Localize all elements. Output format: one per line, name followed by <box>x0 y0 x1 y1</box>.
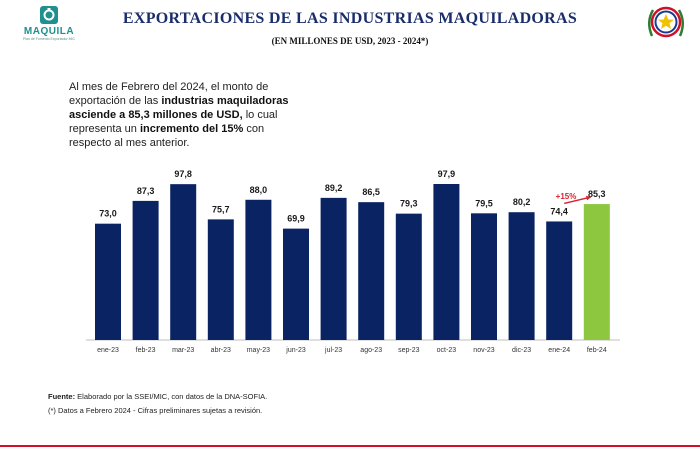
data-label-oct-23: 97,9 <box>438 169 456 179</box>
x-tick-abr-23: abr-23 <box>211 347 231 354</box>
x-tick-feb-24: feb-24 <box>587 347 607 354</box>
notes: Fuente: Elaborado por la SSEI/MIC, con d… <box>48 390 267 418</box>
bar-dic-23 <box>508 212 535 340</box>
x-tick-jun-23: jun-23 <box>285 347 306 354</box>
page-title: EXPORTACIONES DE LAS INDUSTRIAS MAQUILAD… <box>122 10 578 27</box>
bar-ago-23 <box>358 202 385 340</box>
data-label-dic-23: 80,2 <box>513 197 531 207</box>
increase-arrowhead <box>585 195 591 201</box>
summary-text: Al mes de Febrero del 2024, el monto de … <box>69 80 309 150</box>
x-tick-oct-23: oct-23 <box>437 347 457 354</box>
maquila-logo: MAQUILA Plan de Fomento Exportador MIC <box>14 5 84 41</box>
increase-arrow <box>564 196 591 205</box>
summary-bold-1: industrias maquiladoras asciende a 85,3 … <box>69 95 289 121</box>
x-tick-ene-23: ene-23 <box>97 347 119 354</box>
source-text: Elaborado por la SSEI/MIC, con datos de … <box>75 392 268 401</box>
data-label-abr-23: 75,7 <box>212 204 230 214</box>
data-label-ago-23: 86,5 <box>362 187 380 197</box>
bar-ene-24 <box>546 221 573 340</box>
data-label-ene-24: 74,4 <box>550 206 568 216</box>
x-tick-ene-24: ene-24 <box>548 347 570 354</box>
summary-part-2: lo cual representa un <box>69 109 278 135</box>
bar-may-23 <box>245 199 272 340</box>
data-label-may-23: 88,0 <box>250 185 268 195</box>
source-note: Fuente: Elaborado por la SSEI/MIC, con d… <box>48 390 267 404</box>
bar-nov-23 <box>471 213 497 340</box>
x-tick-nov-23: nov-23 <box>473 347 495 354</box>
bar-feb-24 <box>583 204 610 340</box>
x-tick-jul-23: jul-23 <box>324 347 342 354</box>
data-label-feb-23: 87,3 <box>137 186 155 196</box>
source-label: Fuente: <box>48 392 76 401</box>
summary-bold-2: incremento del 15% <box>139 123 244 135</box>
increase-annotation: +15% <box>556 192 577 201</box>
summary-part-3: con respecto al mes anterior. <box>69 123 265 149</box>
x-tick-ago-23: ago-23 <box>360 347 382 354</box>
bar-jul-23 <box>320 197 347 340</box>
x-tick-sep-23: sep-23 <box>398 347 420 354</box>
x-tick-may-23: may-23 <box>247 347 270 354</box>
logo-text: MAQUILA <box>23 26 75 37</box>
x-tick-dic-23: dic-23 <box>512 347 531 354</box>
national-seal-icon <box>648 6 684 38</box>
logo-subtext: Plan de Fomento Exportador MIC <box>22 37 76 41</box>
data-label-ene-23: 73,0 <box>99 209 117 219</box>
data-label-feb-24: 85,3 <box>588 189 606 199</box>
bar-sep-23 <box>395 213 422 340</box>
x-tick-feb-23: feb-23 <box>136 347 156 354</box>
data-label-nov-23: 79,5 <box>475 198 493 208</box>
page-subtitle: (EN MILLONES DE USD, 2023 - 2024*) <box>271 36 429 46</box>
footer-divider <box>0 445 700 447</box>
summary-part-1: Al mes de Febrero del 2024, el monto de … <box>69 81 269 107</box>
bar-oct-23 <box>433 184 460 340</box>
bar-abr-23 <box>207 219 234 340</box>
bar-feb-23 <box>132 200 159 340</box>
data-label-jun-23: 69,9 <box>287 214 305 224</box>
data-label-mar-23: 97,8 <box>174 169 192 179</box>
preliminary-footnote: (*) Datos a Febrero 2024 - Cifras prelim… <box>48 406 263 415</box>
bar-mar-23 <box>170 184 197 340</box>
maquila-logo-icon <box>40 6 58 24</box>
data-label-sep-23: 79,3 <box>400 199 418 209</box>
bar-ene-23 <box>95 223 121 340</box>
data-label-jul-23: 89,2 <box>325 183 343 193</box>
x-tick-mar-23: mar-23 <box>172 347 194 354</box>
bar-jun-23 <box>283 228 309 340</box>
